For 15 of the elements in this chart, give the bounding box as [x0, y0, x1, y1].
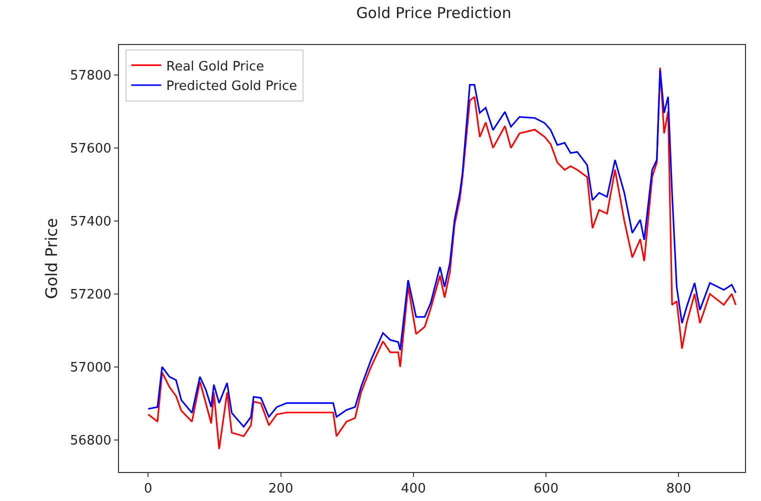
legend-label: Real Gold Price	[166, 59, 264, 74]
y-tick-label: 56800	[70, 433, 112, 448]
x-tick-label: 200	[268, 482, 294, 497]
x-tick-label: 0	[144, 482, 152, 497]
x-tick-label: 600	[534, 482, 558, 497]
y-tick-label: 57200	[70, 287, 112, 302]
y-tick-label: 57400	[70, 214, 112, 230]
legend-label: Predicted Gold Price	[166, 79, 298, 94]
y-tick-label: 57600	[70, 141, 112, 156]
y-tick-label: 57800	[70, 68, 112, 84]
y-axis-title: Gold Price	[42, 218, 61, 299]
x-tick-label: 400	[401, 482, 426, 497]
x-tick-label: 800	[666, 482, 692, 497]
y-tick-label: 57000	[70, 360, 112, 376]
chart-title: Gold Price Prediction	[356, 4, 512, 22]
